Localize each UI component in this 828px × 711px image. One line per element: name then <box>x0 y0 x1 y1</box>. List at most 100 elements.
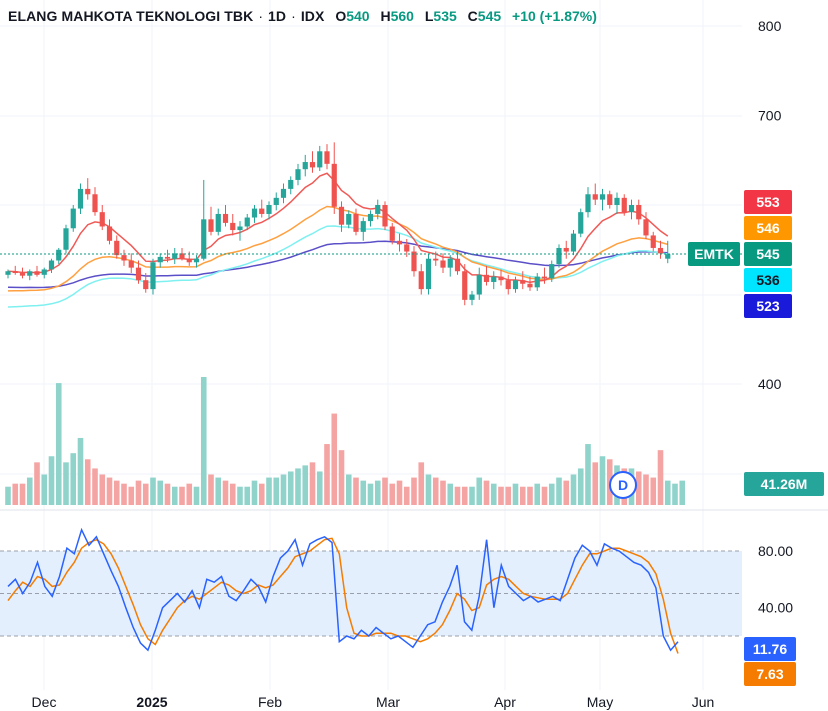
candle-body <box>570 233 577 252</box>
candle-body <box>41 269 47 275</box>
volume-bar <box>142 483 149 505</box>
candle <box>404 239 410 257</box>
candle-body <box>527 283 533 288</box>
time-tick-label: Jun <box>692 694 715 710</box>
price-label-text: 553 <box>756 194 780 210</box>
ma-long-line <box>7 240 668 289</box>
interval[interactable]: 1D <box>268 8 287 24</box>
oscillator-tick-label: 80.00 <box>758 543 793 559</box>
candle-body <box>5 271 11 275</box>
volume-bar <box>106 477 113 505</box>
candle <box>114 235 120 259</box>
candle <box>556 244 562 268</box>
volume-bar <box>266 477 272 505</box>
volume-bar <box>135 480 142 505</box>
price-label-text: 523 <box>756 298 780 314</box>
candle-body <box>222 213 229 223</box>
candle <box>77 183 84 214</box>
oscillator-d-label: 7.63 <box>744 662 796 686</box>
volume-bar <box>48 456 55 505</box>
oscillator-k-label-bg <box>744 637 796 661</box>
candle-body <box>19 273 26 276</box>
candle-body <box>607 194 613 205</box>
time-axis[interactable]: Dec 2025 Feb Mar Apr May Jun <box>32 694 715 710</box>
volume-bar <box>483 480 490 505</box>
volume-bar <box>585 444 591 505</box>
candle <box>585 187 591 218</box>
price-tick-label: 400 <box>758 376 782 392</box>
candle-body <box>273 197 279 205</box>
oscillator-d-line <box>7 537 679 654</box>
candle-body <box>266 205 272 214</box>
low-label: L <box>424 8 434 24</box>
price-label-bg <box>744 242 792 266</box>
candle-body <box>324 151 330 164</box>
volume-bar <box>657 450 664 505</box>
candle <box>143 273 149 293</box>
time-tick-label: Dec <box>32 694 57 710</box>
volume-bar <box>244 486 251 505</box>
candle <box>440 253 446 274</box>
volume-bar <box>440 480 446 505</box>
price-axis[interactable]: 800 700 400 80.00 40.00 <box>758 18 793 616</box>
candle-body <box>462 271 468 300</box>
candle-body <box>433 258 439 261</box>
candle-body <box>665 254 671 259</box>
volume-bars <box>5 377 686 505</box>
candle-body <box>425 258 432 290</box>
candle <box>549 260 555 282</box>
candle-body <box>34 271 40 275</box>
volume-bar <box>679 480 686 505</box>
candle-body <box>317 151 323 168</box>
candle-body <box>360 221 366 232</box>
candle <box>230 213 236 236</box>
candle <box>447 255 453 277</box>
volume-bar <box>505 486 512 505</box>
candle-body <box>143 280 149 290</box>
volume-bar <box>345 474 352 505</box>
candle <box>643 212 649 240</box>
volume-bar <box>171 486 178 505</box>
dividends-marker[interactable]: D <box>609 471 637 499</box>
candle <box>346 210 352 229</box>
volume-bar <box>490 483 497 505</box>
candle <box>244 213 250 231</box>
volume-bar <box>273 477 280 505</box>
candle <box>607 190 613 209</box>
volume-bar <box>432 477 439 505</box>
volume-label-text: 41.26M <box>761 476 808 492</box>
price-label: 553 <box>744 190 792 214</box>
candle <box>135 260 142 284</box>
candle <box>48 258 55 274</box>
volume-bar <box>389 483 396 505</box>
candle <box>92 187 98 216</box>
candle <box>375 199 381 220</box>
price-label-text: 545 <box>756 246 780 262</box>
candle-body <box>505 280 511 290</box>
oscillator-k-line <box>7 527 679 652</box>
candle-body <box>353 213 359 232</box>
candle-body <box>585 194 591 213</box>
candle <box>534 273 540 291</box>
volume-bar <box>302 465 309 505</box>
candle <box>193 255 200 268</box>
volume-bar <box>534 483 541 505</box>
candle <box>164 249 171 263</box>
symbol-legend[interactable]: ELANG MAHKOTA TEKNOLOGI TBK · 1D · IDX O540 … <box>8 8 597 24</box>
candle-body <box>578 212 584 234</box>
price-label: 545 <box>744 242 792 266</box>
candle <box>317 145 323 171</box>
candle <box>295 163 301 186</box>
volume-bar <box>164 483 171 505</box>
candle <box>418 264 424 295</box>
candle-body <box>469 294 475 300</box>
volume-bar <box>592 462 599 505</box>
candle <box>208 206 214 236</box>
candle-body <box>628 205 635 213</box>
volume-bar <box>476 477 483 505</box>
candle <box>157 253 163 268</box>
candle-body <box>237 226 243 231</box>
candle-body <box>150 262 156 290</box>
volume-bar <box>353 477 359 505</box>
